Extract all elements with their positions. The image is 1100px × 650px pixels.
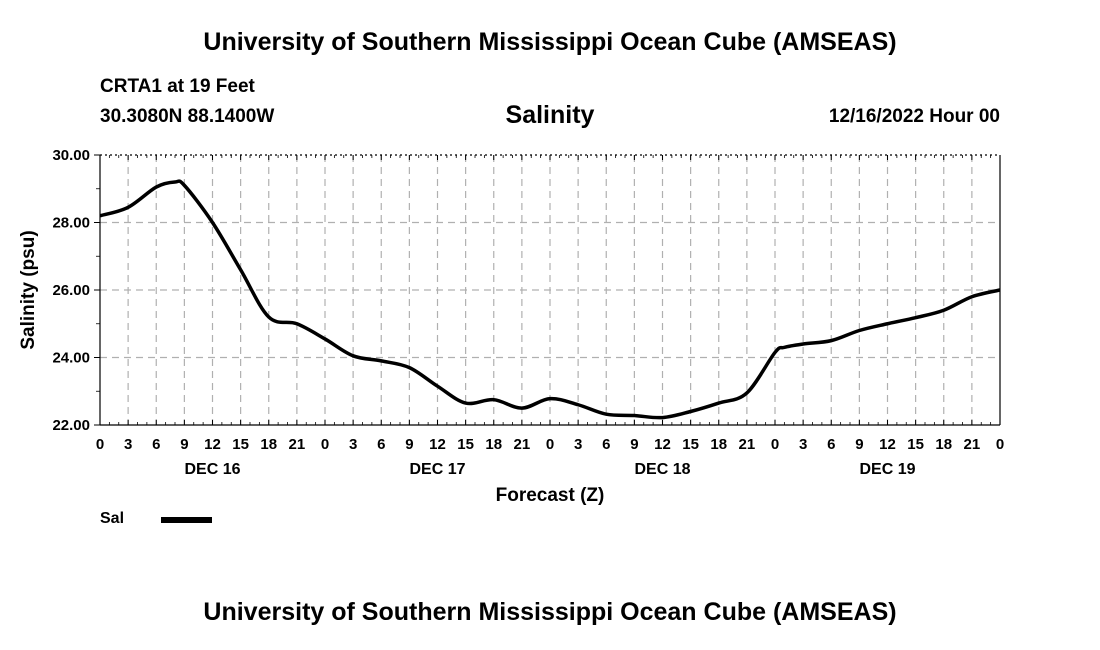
y-tick-label: 28.00 [52,215,90,232]
x-tick-label: 3 [124,436,132,453]
forecast-date-label: 12/16/2022 Hour 00 [828,106,1000,127]
x-tick-label: 18 [710,436,727,453]
x-tick-label: 21 [739,436,756,453]
y-axis-title: Salinity (psu) [18,230,39,349]
coordinates-label: 30.3080N 88.1400W [100,106,275,127]
page-title: University of Southern Mississippi Ocean… [203,28,897,56]
x-tick-label: 12 [429,436,446,453]
x-tick-label: 12 [879,436,896,453]
x-tick-label: 3 [574,436,582,453]
y-tick-label: 24.00 [52,350,90,367]
x-tick-label: 18 [935,436,952,453]
chart-title: Salinity [505,101,595,129]
x-day-label: DEC 16 [184,461,240,478]
x-tick-label: 9 [630,436,638,453]
x-tick-label: 21 [514,436,531,453]
x-tick-label: 0 [96,436,104,453]
x-tick-label: 6 [152,436,160,453]
x-tick-label: 21 [289,436,306,453]
x-tick-label: 6 [602,436,610,453]
grid-layer [100,155,1000,425]
x-tick-label: 18 [260,436,277,453]
station-label: CRTA1 at 19 Feet [100,76,255,97]
x-tick-label: 9 [180,436,188,453]
x-tick-label: 3 [799,436,807,453]
labels-layer: 0 3 6 9 12 15 18 21 0 3 6 9 12 15 18 21 0 3 6 9 12 15 18 21 0 3 6 9… [18,147,1004,506]
x-tick-label: 12 [204,436,221,453]
x-tick-label: 0 [321,436,329,453]
x-day-label: DEC 19 [859,461,915,478]
x-tick-label: 21 [964,436,981,453]
y-tick-label: 30.00 [52,147,90,164]
x-tick-label: 6 [827,436,835,453]
x-day-label: DEC 18 [634,461,690,478]
x-tick-label: 9 [855,436,863,453]
x-tick-label: 12 [654,436,671,453]
x-tick-label: 15 [682,436,699,453]
x-tick-label: 15 [907,436,924,453]
legend-line-swatch [161,517,212,523]
y-tick-label: 26.00 [52,282,90,299]
x-day-label: DEC 17 [409,461,465,478]
x-tick-label: 9 [405,436,413,453]
x-tick-label: 6 [377,436,385,453]
x-axis-title: Forecast (Z) [496,485,605,506]
x-tick-label: 3 [349,436,357,453]
series-layer [99,179,1001,420]
x-tick-label: 18 [485,436,502,453]
y-tick-label: 22.00 [52,417,90,434]
x-tick-label: 0 [771,436,779,453]
salinity-series-line [99,179,1001,420]
legend-label: Sal [100,510,125,527]
x-tick-label: 0 [996,436,1004,453]
x-tick-label: 15 [232,436,249,453]
footer-title: University of Southern Mississippi Ocean… [203,598,897,626]
axes-layer [94,154,1001,426]
x-tick-label: 15 [457,436,474,453]
x-tick-label: 0 [546,436,554,453]
